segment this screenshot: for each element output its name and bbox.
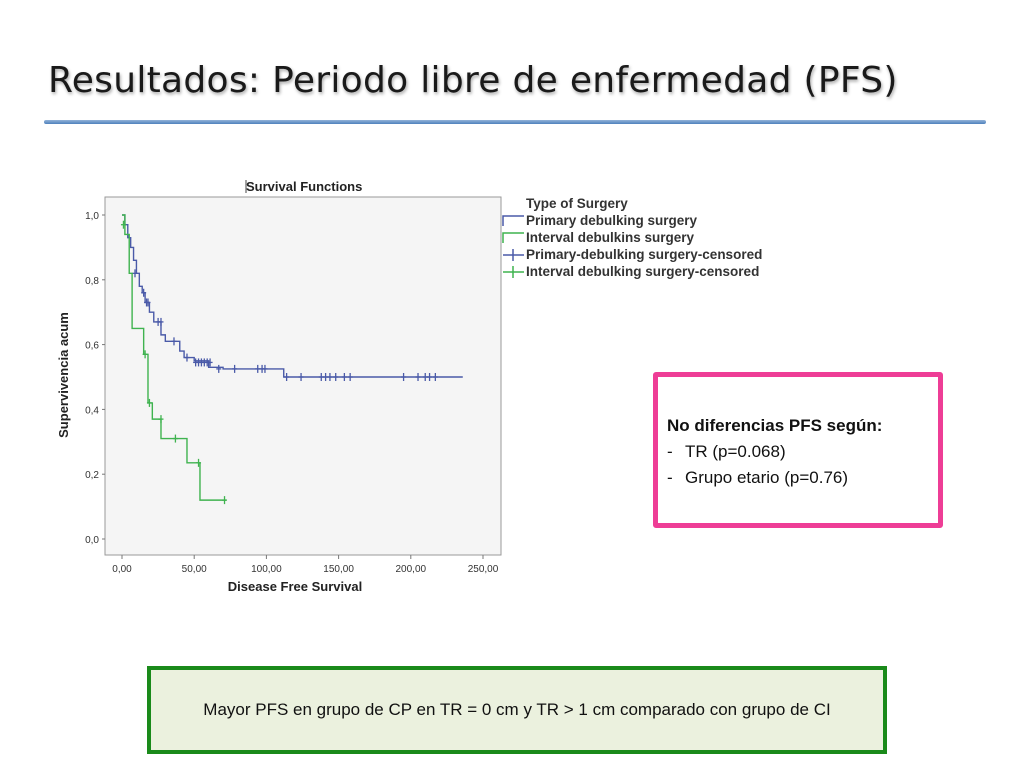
legend-item-primary-censored: Primary-debulking surgery-censored (500, 246, 790, 263)
pfs-no-difference-heading: No diferencias PFS según: (667, 416, 883, 435)
bullet-dash: - (667, 442, 673, 461)
survival-chart: Survival Functions 0,0 0,2 0,4 0,6 0,8 1,0 0,… (56, 179, 502, 594)
x-tick-label: 100,00 (251, 564, 282, 575)
title-divider (44, 120, 986, 124)
series-line-primary (122, 214, 463, 378)
legend-label-interval: Interval debulkins surgery (526, 230, 695, 245)
y-tick-label: 1,0 (85, 211, 99, 222)
bullet-dash: - (667, 468, 673, 487)
pfs-no-difference-box: No diferencias PFS según: - TR (p=0.068)… (653, 372, 943, 528)
series-line-interval (122, 214, 226, 501)
slide-title: Resultados: Periodo libre de enfermedad … (48, 60, 898, 101)
chart-legend: Type of Surgery Primary debulking surger… (500, 196, 790, 280)
x-tick-label: 0,00 (112, 564, 132, 575)
x-axis-label: Disease Free Survival (228, 579, 362, 594)
legend-swatch-interval-censored (503, 266, 524, 278)
y-axis-ticks: 0,0 0,2 0,4 0,6 0,8 1,0 (85, 211, 105, 546)
y-tick-label: 0,4 (85, 405, 99, 416)
y-tick-label: 0,0 (85, 535, 99, 546)
y-tick-label: 0,8 (85, 276, 99, 287)
y-tick-label: 0,6 (85, 341, 99, 352)
legend-swatch-primary-censored (503, 249, 524, 261)
pfs-item-tr-text: TR (p=0.068) (685, 442, 786, 461)
x-axis-ticks: 0,00 50,00 100,00 150,00 200,00 250,00 (112, 555, 499, 575)
legend-title: Type of Surgery (526, 196, 628, 211)
legend-label-primary: Primary debulking surgery (526, 213, 698, 228)
chart-title: Survival Functions (246, 179, 362, 194)
legend-swatch-primary-line (502, 215, 524, 226)
pfs-item-tr: - TR (p=0.068) (667, 439, 882, 465)
x-tick-label: 250,00 (468, 564, 499, 575)
pfs-no-difference-content: No diferencias PFS según: - TR (p=0.068)… (667, 413, 882, 491)
conclusion-text: Mayor PFS en grupo de CP en TR = 0 cm y … (203, 700, 831, 719)
x-tick-label: 200,00 (396, 564, 427, 575)
plot-area (104, 196, 502, 556)
legend-item-interval: Interval debulkins surgery (500, 229, 790, 246)
pfs-item-age-group: - Grupo etario (p=0.76) (667, 465, 882, 491)
y-axis-label: Supervivencia acum (56, 312, 71, 438)
legend-swatch-interval-line (502, 232, 524, 243)
x-tick-label: 50,00 (182, 564, 207, 575)
legend-label-primary-censored: Primary-debulking surgery-censored (526, 247, 763, 262)
legend-item-primary: Primary debulking surgery (500, 212, 790, 229)
y-tick-label: 0,2 (85, 470, 99, 481)
legend-item-interval-censored: Interval debulking surgery-censored (500, 263, 790, 280)
conclusion-box: Mayor PFS en grupo de CP en TR = 0 cm y … (147, 666, 887, 754)
legend-label-interval-censored: Interval debulking surgery-censored (526, 264, 760, 279)
x-tick-label: 150,00 (323, 564, 354, 575)
pfs-item-age-group-text: Grupo etario (p=0.76) (685, 468, 849, 487)
series-layer (120, 214, 463, 505)
